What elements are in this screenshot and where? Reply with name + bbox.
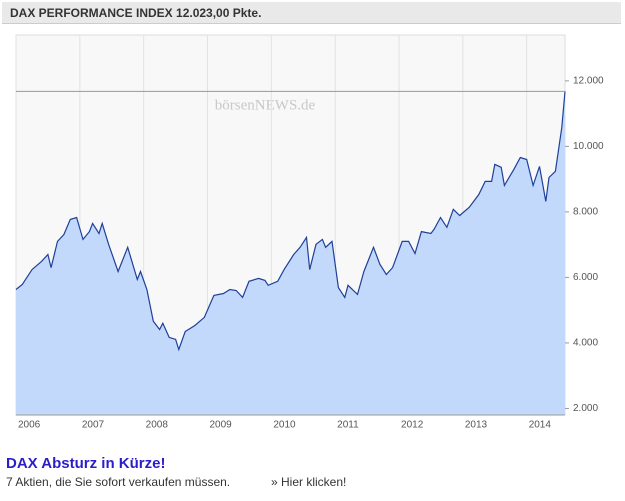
chart: börsenNEWS.de 2.000 4.000 6.000 8.000 10.000… [15,34,604,428]
area [16,91,565,416]
x-tick-label: 2008 [146,420,169,428]
line [15,91,566,352]
ad-link[interactable]: » Hier klicken! [271,475,347,489]
ad-text: 7 Aktien, die Sie sofort verkaufen müsse… [6,475,231,489]
x-tick-label: 2009 [210,420,233,428]
x-tick-label: 2014 [529,420,552,428]
y-tick-label: 10.000 [573,141,604,152]
x-tick-label: 2013 [465,420,488,428]
y-tick-label: 12.000 [573,76,604,87]
x-tick-label: 2011 [337,420,359,428]
watermark: börsenNEWS.de [215,97,316,113]
ad-headline[interactable]: DAX Absturz in Kürze! [6,455,166,472]
y-tick-label: 4.000 [573,338,598,349]
chart-title: DAX PERFORMANCE INDEX 12.023,00 Pkte. [2,2,621,24]
x-tick-label: 2006 [18,420,41,428]
y-tick-label: 2.000 [573,403,598,414]
y-tick-label: 6.000 [573,272,598,283]
x-tick-label: 2012 [401,420,424,428]
x-tick-label: 2007 [82,420,105,428]
x-tick-label: 2010 [273,420,296,428]
y-tick-label: 8.000 [573,207,598,218]
